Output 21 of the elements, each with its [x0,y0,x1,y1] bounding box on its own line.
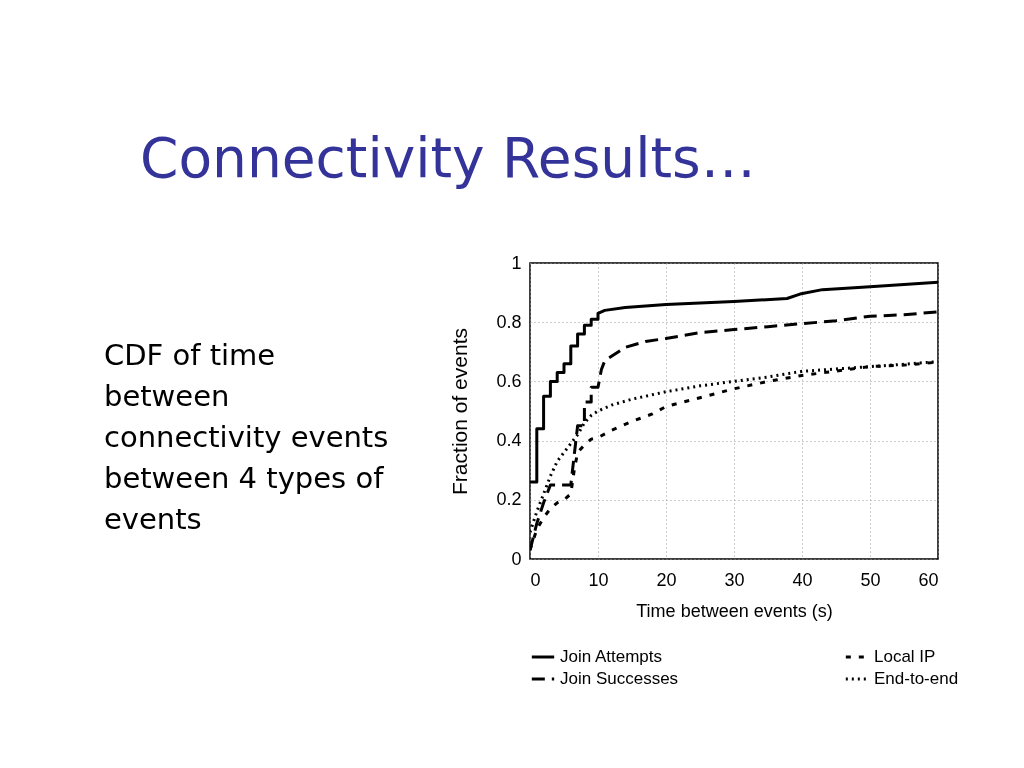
y-tick-label: 0.8 [496,311,522,332]
x-tick-label: 10 [588,569,609,590]
legend-label: End-to-end [874,669,959,688]
y-tick-label: 0.6 [496,370,522,391]
y-tick-label: 0.4 [496,430,522,451]
text: CDF of time between connectivity events between 4 types of events [104,338,389,536]
legend-label: Local IP [874,647,936,666]
x-tick-label: 0 [530,569,541,590]
y-tick-label: 1 [511,252,522,273]
y-tick-label: 0.2 [496,489,522,510]
legend-label: Join Attempts [560,647,663,666]
x-axis-title: Time between events (s) [636,600,833,621]
x-tick-label: 50 [860,569,881,590]
x-tick-label: 30 [724,569,745,590]
chart-title: Connectivity Results… [140,126,756,190]
x-tick-label: 60 [918,569,939,590]
x-tick-label: 20 [656,569,677,590]
legend-label: Join Successes [560,669,679,688]
y-axis-title: Fraction of events [448,328,472,495]
x-tick-label: 40 [792,569,813,590]
y-tick-label: 0 [511,548,522,569]
